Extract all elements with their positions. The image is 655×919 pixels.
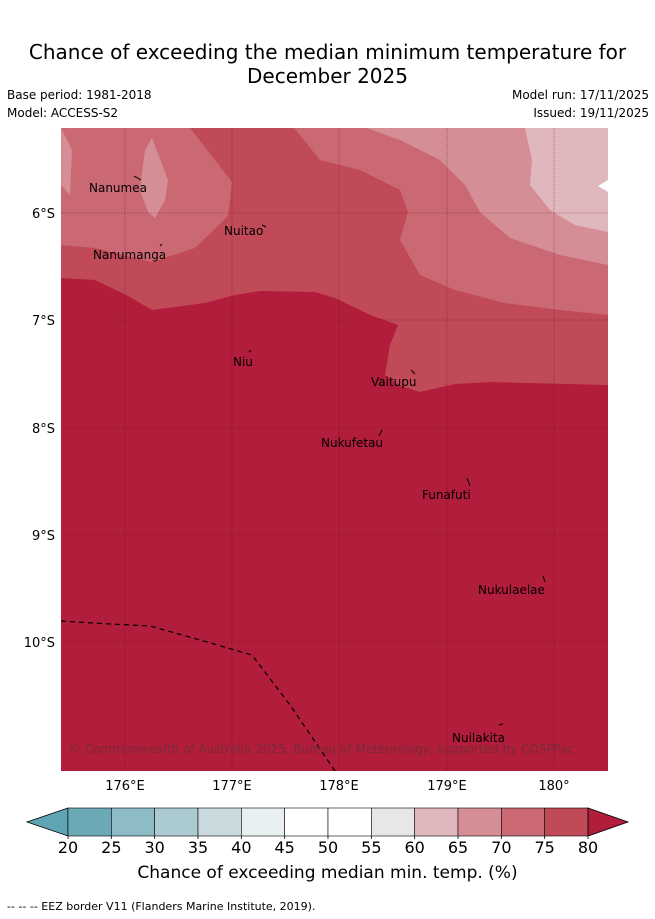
lon-tick-label: 179°E	[427, 779, 467, 794]
colorbar-segment	[241, 807, 285, 837]
model-name: Model: ACCESS-S2	[7, 106, 119, 120]
lon-tick-label: 177°E	[212, 779, 252, 794]
island-shape	[248, 349, 252, 353]
island-shape	[378, 429, 383, 437]
place-label: Nanumea	[89, 181, 147, 195]
island-shape	[542, 575, 546, 583]
colorbar: 20 25 30 35 40 45 50 55 60 65 70 75 80	[25, 807, 630, 857]
colorbar-tick-label: 70	[491, 838, 511, 857]
island-shape	[261, 224, 267, 228]
colorbar-tick-label: 45	[274, 838, 294, 857]
colorbar-segment	[284, 807, 329, 837]
zone-55-60	[525, 128, 608, 232]
colorbar-segment	[327, 807, 372, 837]
probability-field	[61, 128, 608, 771]
colorbar-tick-label: 30	[144, 838, 164, 857]
lat-tick-label: 6°S	[32, 207, 55, 222]
colorbar-segment	[501, 807, 545, 837]
colorbar-tick-label: 55	[361, 838, 381, 857]
colorbar-high-extension	[587, 807, 630, 837]
place-label: Nukulaelae	[478, 583, 545, 597]
model-run: Model run: 17/11/2025	[511, 88, 649, 102]
island-shape	[466, 477, 471, 487]
colorbar-segment	[67, 807, 112, 837]
map-title: Chance of exceeding the median minimum t…	[28, 40, 627, 88]
lon-tick-label: 178°E	[319, 779, 359, 794]
place-label: Nuilakita	[452, 731, 505, 745]
lon-tick-label: 176°E	[105, 779, 145, 794]
colorbar-tick-label: 60	[404, 838, 424, 857]
place-label: Funafuti	[422, 488, 471, 502]
lon-tick-label: 180°	[538, 779, 569, 794]
colorbar-tick-label: 65	[448, 838, 468, 857]
longitude-ticks: 176°E 177°E 178°E 179°E 180°	[105, 779, 569, 794]
colorbar-tick-label: 35	[188, 838, 208, 857]
place-labels: Nanumea Nuitao Nanumanga Niu Vaitupu Nukufeta…	[89, 181, 545, 745]
colorbar-segment	[371, 807, 415, 837]
colorbar-tick-label: 75	[534, 838, 554, 857]
latitude-ticks: 6°S 7°S 8°S 9°S 10°S	[24, 207, 55, 651]
colorbar-segment	[457, 807, 502, 837]
colorbar-tick-label: 25	[101, 838, 121, 857]
colorbar-label: Chance of exceeding median min. temp. (%…	[137, 863, 518, 883]
issued-date: Issued: 19/11/2025	[533, 106, 649, 120]
colorbar-tick-label: 20	[58, 838, 78, 857]
colorbar-segment	[111, 807, 155, 837]
colorbar-low-extension	[25, 807, 69, 837]
colorbar-segment	[544, 807, 589, 837]
copyright-notice: © Commonwealth of Australia 2025, Bureau…	[69, 742, 575, 756]
place-label: Nukufetau	[321, 436, 383, 450]
lat-tick-label: 8°S	[32, 422, 55, 437]
island-shape	[159, 243, 163, 247]
islands	[133, 175, 546, 726]
eez-border	[61, 620, 336, 771]
low-probability-notch	[598, 180, 608, 192]
colorbar-tick-label: 80	[578, 838, 598, 857]
colorbar-segment	[154, 807, 199, 837]
lat-tick-label: 9°S	[32, 529, 55, 544]
colorbar-tick-label: 40	[231, 838, 251, 857]
lat-tick-label: 7°S	[32, 314, 55, 329]
colorbar-tick-label: 50	[318, 838, 338, 857]
island-shape	[410, 369, 416, 375]
zone-60-65	[61, 128, 608, 265]
eez-footnote: -- -- -- EEZ border V11 (Flanders Marine…	[7, 900, 316, 913]
colorbar-segment	[197, 807, 242, 837]
base-period: Base period: 1981-2018	[7, 88, 152, 102]
island-shape	[133, 175, 142, 181]
place-label: Nuitao	[224, 224, 263, 238]
colorbar-segment	[414, 807, 459, 837]
place-label: Niu	[233, 355, 253, 369]
zone-75-80	[61, 278, 608, 771]
place-label: Nanumanga	[93, 248, 166, 262]
island-shape	[498, 723, 504, 726]
lat-tick-label: 10°S	[24, 636, 55, 651]
place-label: Vaitupu	[371, 375, 417, 389]
